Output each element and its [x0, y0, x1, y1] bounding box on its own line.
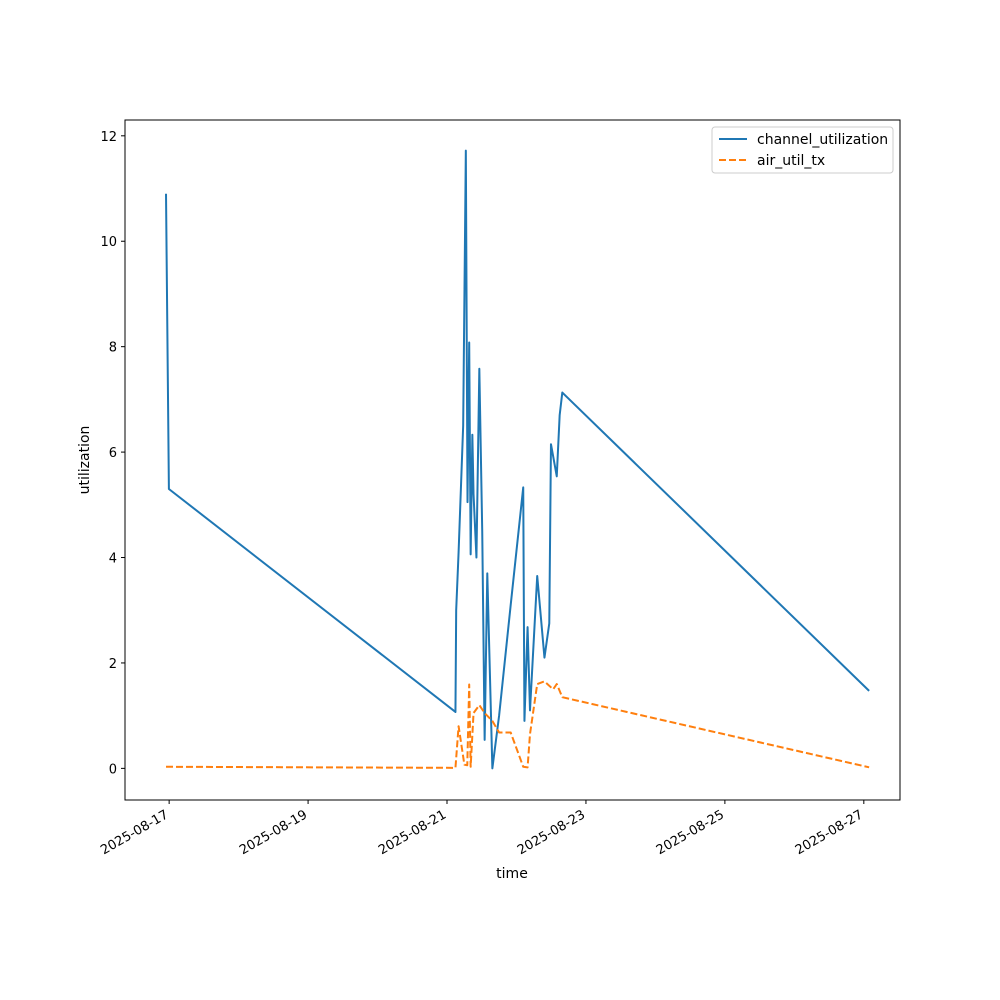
x-axis-title: time [496, 866, 528, 882]
y-tick-label: 4 [109, 552, 117, 567]
y-tick-label: 0 [109, 762, 117, 777]
legend-label-air-util-tx: air_util_tx [757, 153, 825, 169]
legend-label-channel-utilization: channel_utilization [757, 132, 888, 148]
series-line-channel-utilization [165, 149, 870, 770]
x-tick-label: 2025-08-21 [376, 807, 449, 858]
x-tick-label: 2025-08-23 [515, 807, 588, 858]
series-line-air-util-tx [166, 680, 870, 769]
x-tick-label: 2025-08-27 [793, 807, 866, 858]
x-tick-label: 2025-08-25 [654, 807, 727, 858]
plot-frame [124, 119, 901, 801]
y-axis-title: utilization [77, 426, 93, 495]
x-axis: 2025-08-17 2025-08-19 2025-08-21 2025-08-23… [98, 800, 866, 858]
y-tick-label: 8 [109, 341, 117, 356]
x-tick-label: 2025-08-19 [237, 807, 310, 858]
series-layer [165, 149, 870, 770]
legend-box [711, 126, 894, 174]
legend: channel_utilization air_util_tx [711, 126, 894, 174]
y-tick-label: 10 [100, 235, 117, 250]
y-tick-label: 12 [100, 130, 117, 145]
y-axis: 0 2 4 6 8 10 12 [100, 130, 125, 777]
y-tick-label: 6 [109, 446, 117, 461]
x-tick-label: 2025-08-17 [98, 807, 171, 858]
y-tick-label: 2 [109, 657, 117, 672]
